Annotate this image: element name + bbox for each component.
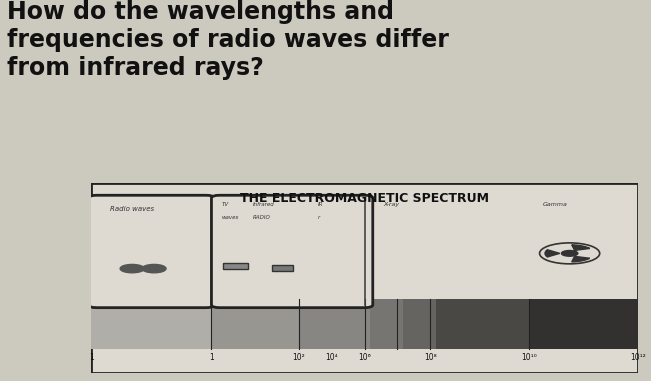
Text: 10⁸: 10⁸ [424, 353, 436, 362]
Text: THE ELECTROMAGNETIC SPECTRUM: THE ELECTROMAGNETIC SPECTRUM [240, 192, 489, 205]
Polygon shape [572, 256, 590, 262]
Bar [212, 299, 299, 349]
Circle shape [142, 264, 166, 273]
Bar [223, 263, 248, 269]
Text: 1: 1 [209, 353, 214, 362]
Text: TV: TV [221, 202, 229, 207]
Bar [403, 299, 436, 349]
Text: Radio waves: Radio waves [110, 206, 154, 212]
Text: Gamma: Gamma [542, 202, 567, 207]
FancyBboxPatch shape [212, 195, 373, 308]
FancyBboxPatch shape [89, 195, 214, 308]
Text: 10⁴: 10⁴ [326, 353, 338, 362]
Text: IR: IR [318, 202, 324, 207]
Bar [299, 299, 370, 349]
Text: 10¹²: 10¹² [630, 353, 646, 362]
Text: RADIO: RADIO [253, 215, 270, 220]
Circle shape [561, 251, 578, 256]
Bar [271, 265, 294, 271]
Polygon shape [572, 245, 590, 250]
Circle shape [120, 264, 144, 273]
Text: Infrared: Infrared [253, 202, 274, 207]
Bar [91, 299, 212, 349]
Bar [370, 299, 403, 349]
Text: 1: 1 [89, 353, 94, 362]
Text: How do the wavelengths and
frequencies of radio waves differ
from infrared rays?: How do the wavelengths and frequencies o… [7, 0, 449, 80]
Text: 10⁶: 10⁶ [358, 353, 371, 362]
Text: r: r [318, 215, 320, 220]
Bar [529, 299, 638, 349]
Bar [436, 299, 529, 349]
Text: 10¹⁰: 10¹⁰ [521, 353, 536, 362]
Text: X-ray: X-ray [383, 202, 400, 207]
Text: waves: waves [221, 215, 239, 220]
Text: 10²: 10² [292, 353, 305, 362]
Polygon shape [545, 250, 560, 257]
